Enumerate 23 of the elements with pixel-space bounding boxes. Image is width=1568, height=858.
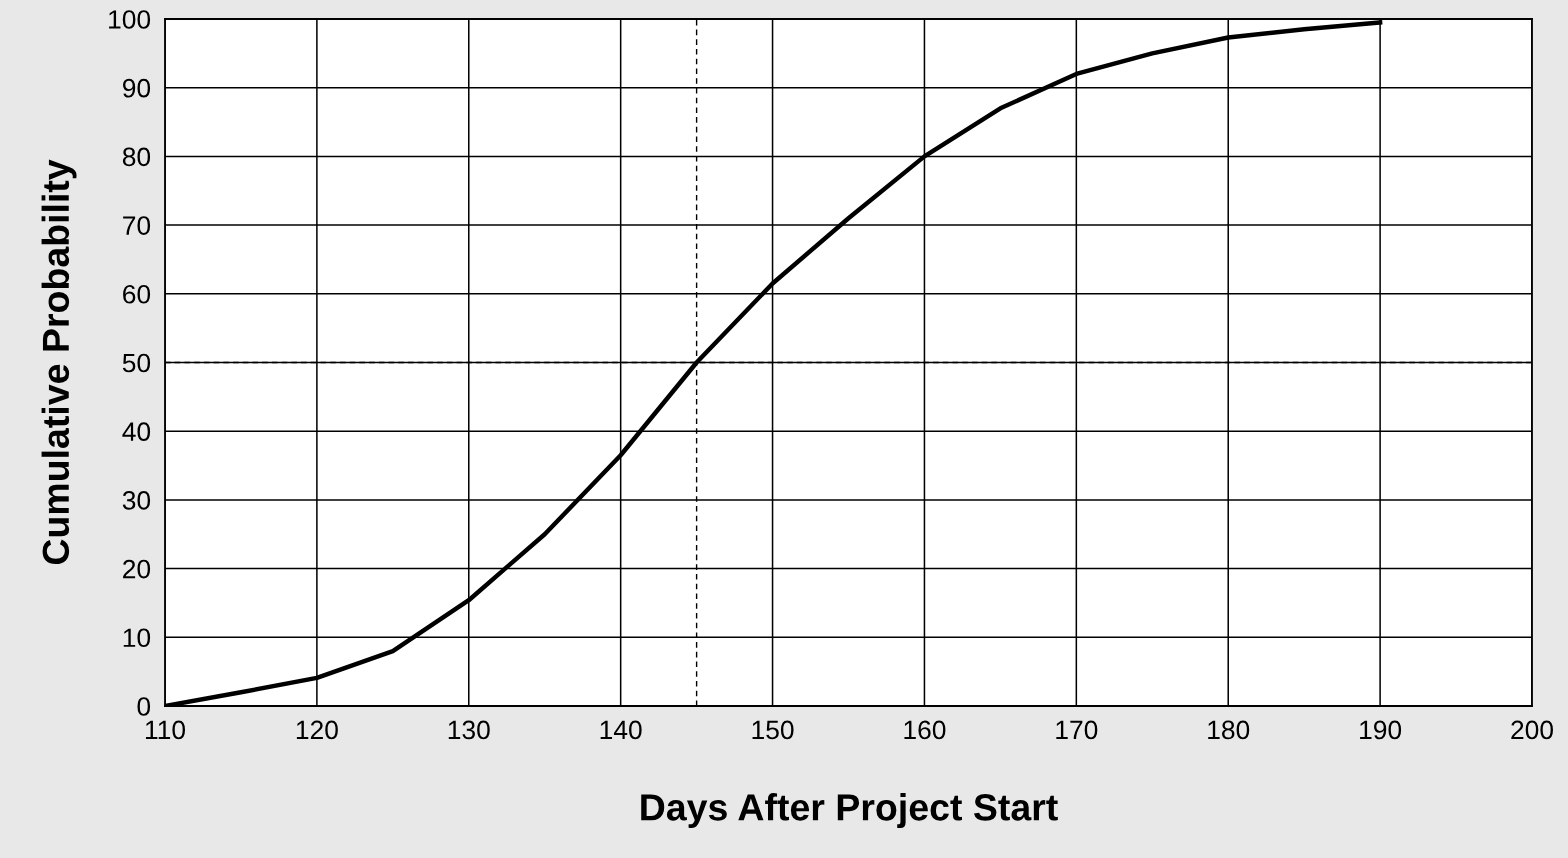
y-tick-label: 30 [122,491,151,510]
x-tick-label: 140 [600,720,642,740]
y-tick-label: 40 [122,422,151,442]
x-tick-label: 180 [1208,720,1250,740]
x-tick-label: 170 [1056,720,1098,740]
x-tick-label: 120 [296,720,338,740]
y-tick-label: 20 [123,559,151,579]
y-tick-label: 60 [123,284,151,304]
y-tick-label: 70 [123,216,151,235]
y-tick-label: 80 [122,147,151,167]
x-tick-label: 110 [145,720,186,740]
x-tick-label: 200 [1511,720,1553,740]
x-axis-title: Days After Project Start [641,793,1058,829]
y-axis-title: Cumulative Probability [41,159,77,565]
y-tick-label: 100 [109,10,151,29]
x-tick-label: 150 [752,720,794,740]
y-tick-label: 0 [137,697,151,716]
x-tick-label: 160 [904,720,946,740]
y-tick-label: 50 [122,353,151,373]
x-tick-label: 190 [1360,720,1402,740]
x-tick-label: 130 [448,720,490,740]
y-tick-label: 90 [123,78,151,98]
y-tick-label: 10 [123,628,151,648]
